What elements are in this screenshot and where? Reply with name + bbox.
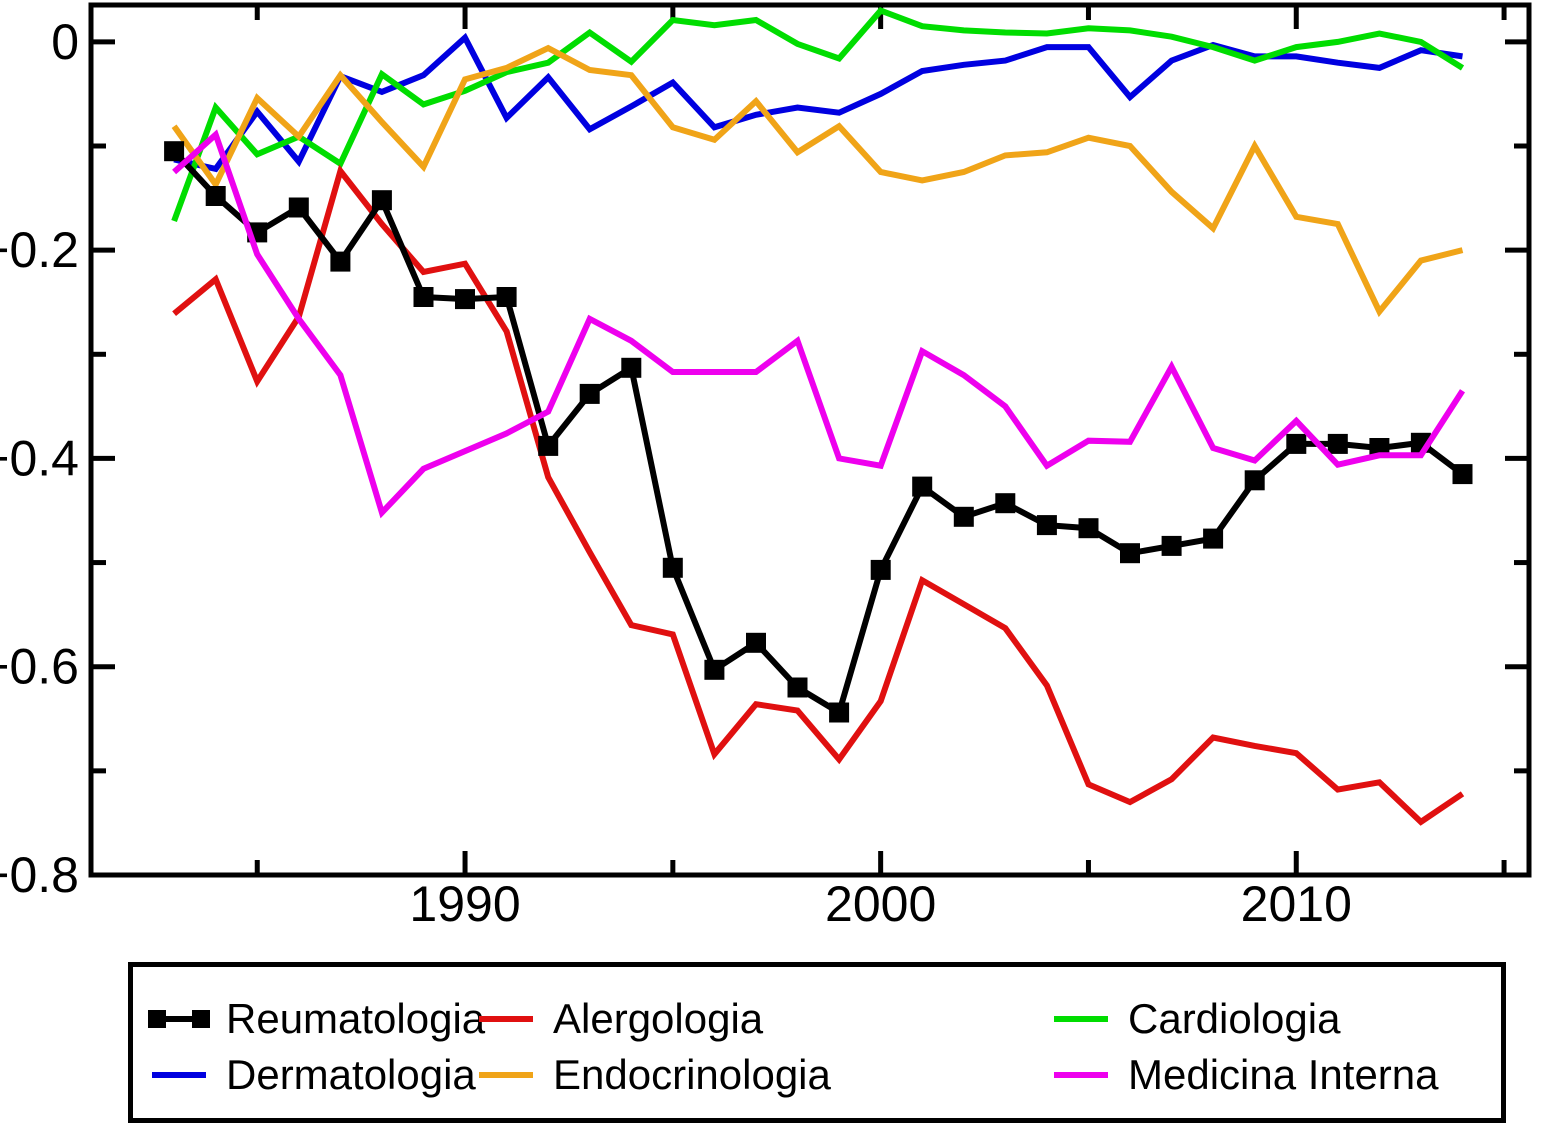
- legend-entry-endocrinologia: Endocrinologia: [475, 1047, 831, 1103]
- chart-legend: Reumatologia Dermatologia Alergologia En…: [128, 962, 1506, 1123]
- series-line-medicina-interna: [172, 129, 1466, 519]
- legend-label-alergologia: Alergologia: [553, 995, 764, 1042]
- legend-entry-dermatologia: Dermatologia: [148, 1047, 476, 1103]
- legend-label-reumatologia: Reumatologia: [226, 995, 486, 1042]
- series-marker: [746, 632, 766, 653]
- series-marker: [288, 197, 309, 218]
- series-marker: [1286, 433, 1307, 454]
- legend-label-medicina-interna: Medicina Interna: [1128, 1051, 1439, 1098]
- legend-entry-cardiologia: Cardiologia: [1050, 991, 1340, 1047]
- x-tick-label: 2010: [1241, 876, 1352, 932]
- y-tick-label: 0: [51, 14, 79, 70]
- legend-entry-alergologia: Alergologia: [475, 991, 763, 1047]
- series-marker: [621, 357, 642, 378]
- series-line-alergologia: [172, 164, 1465, 826]
- series-marker: [455, 289, 475, 310]
- plot-frame: [88, 2, 1532, 878]
- series-marker: [1078, 518, 1099, 539]
- series-marker: [371, 190, 392, 211]
- series-marker: [1036, 515, 1057, 536]
- series-marker: [662, 557, 683, 578]
- legend-entry-reumatologia: Reumatologia: [148, 991, 485, 1047]
- legend-entry-medicina-interna: Medicina Interna: [1050, 1047, 1439, 1103]
- y-tick-label: −0.2: [0, 222, 79, 278]
- series-marker: [1452, 464, 1473, 485]
- axis-tick-labels: 1990 2000 2010 0 −0.2 −0.4 −0.6 −0.8: [0, 14, 1352, 932]
- series-line-dermatologia: [173, 32, 1463, 173]
- y-tick-label: −0.4: [0, 430, 79, 486]
- series-marker: [704, 659, 725, 680]
- series-marker: [413, 287, 434, 307]
- legend-swatch-reumatologia: [148, 1010, 210, 1028]
- legend-swatch-dermatologia: [152, 1072, 206, 1078]
- series-marker: [912, 476, 933, 497]
- series-marker: [1244, 470, 1265, 491]
- legend-label-endocrinologia: Endocrinologia: [553, 1051, 831, 1098]
- series-marker: [1161, 535, 1182, 556]
- series-marker: [538, 435, 559, 456]
- y-tick-label: −0.8: [0, 847, 79, 903]
- series-line-cardiologia: [171, 7, 1465, 223]
- series-marker: [787, 677, 808, 698]
- series-marker: [1120, 543, 1140, 564]
- series-line-endocrinologia: [171, 44, 1464, 318]
- legend-swatch-alergologia: [479, 1016, 533, 1022]
- legend-label-cardiologia: Cardiologia: [1128, 995, 1341, 1042]
- data-series: [164, 7, 1473, 826]
- series-line-reumatologia: [171, 149, 1465, 718]
- y-tick-label: −0.6: [0, 639, 79, 695]
- series-marker: [496, 287, 517, 307]
- series-marker: [829, 702, 850, 723]
- x-tick-label: 2000: [825, 876, 936, 932]
- series-marker: [1327, 433, 1348, 454]
- series-marker: [870, 559, 891, 580]
- series-marker: [164, 141, 185, 162]
- series-marker: [330, 251, 351, 272]
- legend-swatch-cardiologia: [1054, 1016, 1108, 1022]
- legend-swatch-medicina-interna: [1054, 1072, 1108, 1078]
- series-marker: [205, 186, 226, 206]
- series-marker: [579, 383, 600, 404]
- series-marker: [995, 493, 1016, 514]
- series-marker: [1203, 528, 1224, 549]
- x-tick-label: 1990: [409, 876, 520, 932]
- legend-swatch-endocrinologia: [479, 1072, 533, 1078]
- legend-label-dermatologia: Dermatologia: [226, 1051, 476, 1098]
- series-marker: [953, 506, 974, 527]
